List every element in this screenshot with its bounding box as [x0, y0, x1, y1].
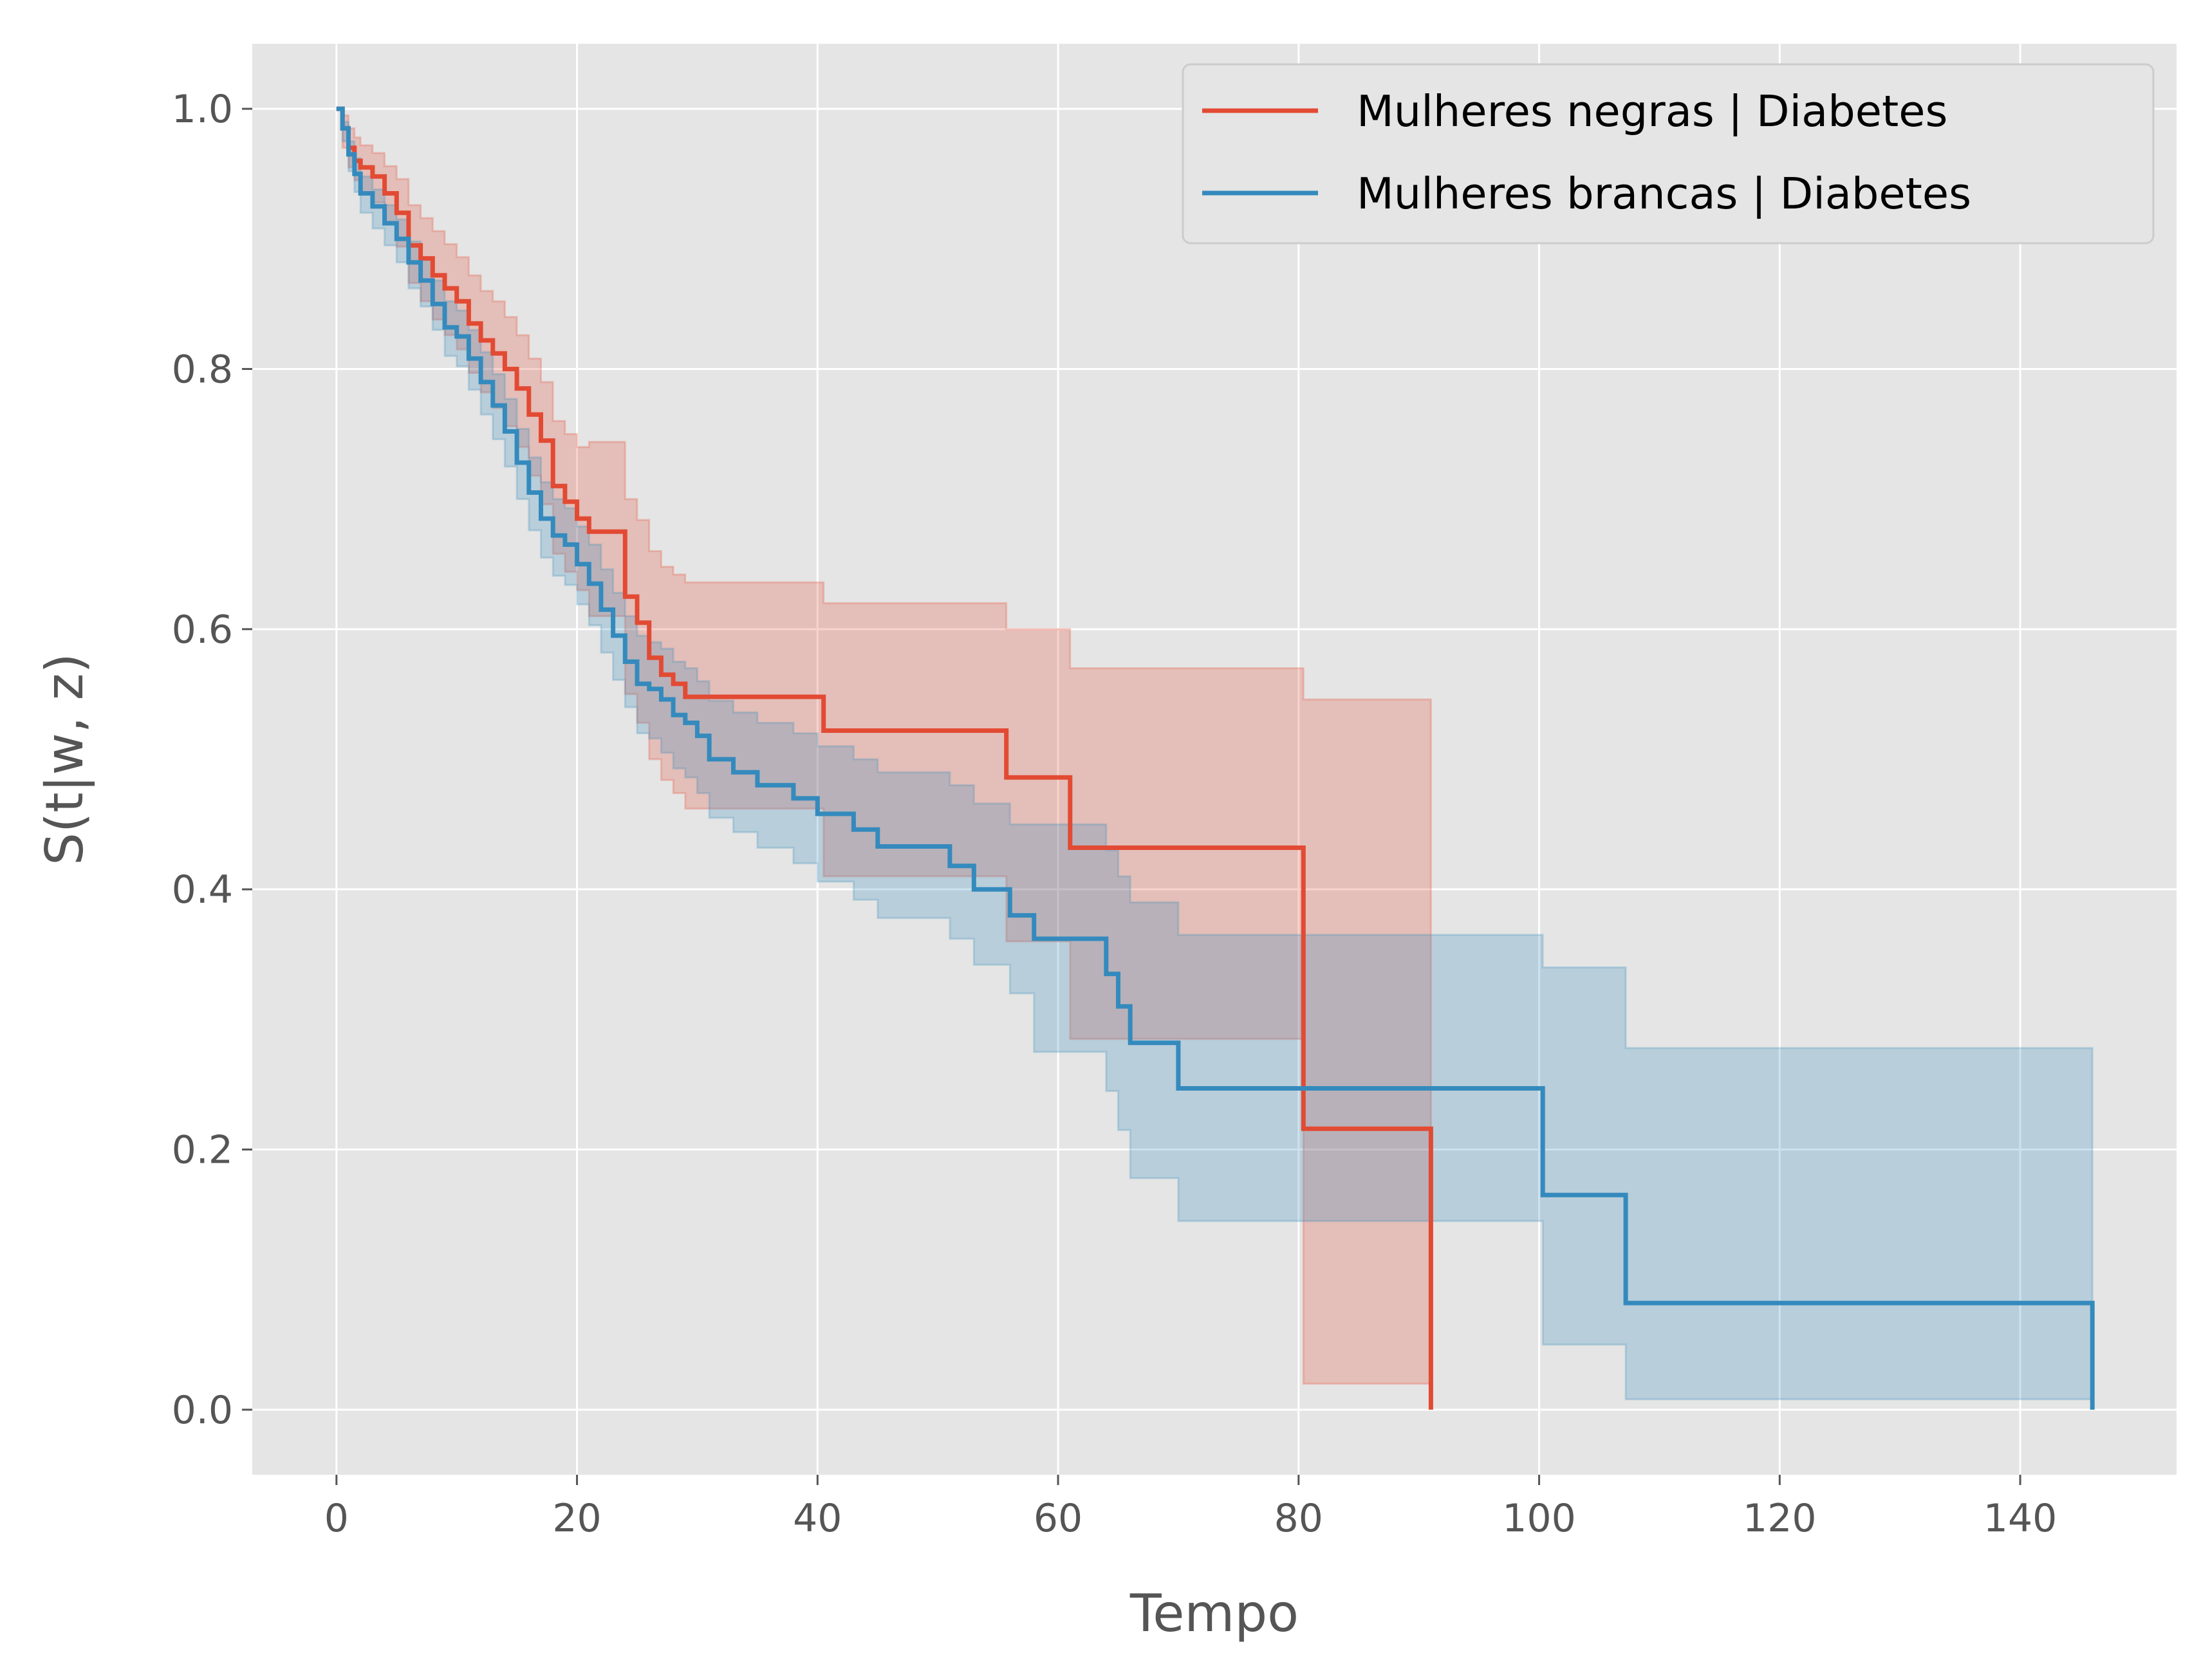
- y-tick-label: 0.0: [172, 1388, 233, 1433]
- x-axis-label: Tempo: [1129, 1583, 1299, 1643]
- x-tick-label: 100: [1502, 1496, 1576, 1541]
- x-tick-label: 0: [324, 1496, 349, 1541]
- y-axis-label: S(t|w, z): [35, 653, 95, 865]
- x-tick-label: 140: [1983, 1496, 2057, 1541]
- y-tick-label: 0.8: [172, 347, 233, 392]
- x-tick-label: 60: [1034, 1496, 1082, 1541]
- x-tick-label: 40: [793, 1496, 842, 1541]
- y-tick-label: 0.2: [172, 1128, 233, 1173]
- legend-box: [1182, 63, 2155, 245]
- y-tick-label: 1.0: [172, 87, 233, 132]
- survival-lines: [336, 106, 2095, 1410]
- survival-line-2: [336, 106, 2095, 1410]
- x-tick-label: 20: [552, 1496, 601, 1541]
- plot-background: [252, 44, 2177, 1475]
- x-tick-label: 120: [1743, 1496, 1817, 1541]
- y-tick-label: 0.6: [172, 607, 233, 652]
- x-tick-label: 80: [1274, 1496, 1323, 1541]
- legend-label: Mulheres negras | Diabetes: [1357, 86, 1947, 136]
- legend-label: Mulheres brancas | Diabetes: [1357, 169, 1971, 219]
- axis-ticks: 0 20 40 60 80 100 120 140 0.0 0.2 0.4 0.6 0.8 1.0: [172, 87, 2057, 1541]
- y-tick-label: 0.4: [172, 867, 233, 912]
- legend: Mulheres negras | Diabetes Mulheres branc…: [1182, 63, 2155, 245]
- survival-line-1: [336, 106, 1433, 1410]
